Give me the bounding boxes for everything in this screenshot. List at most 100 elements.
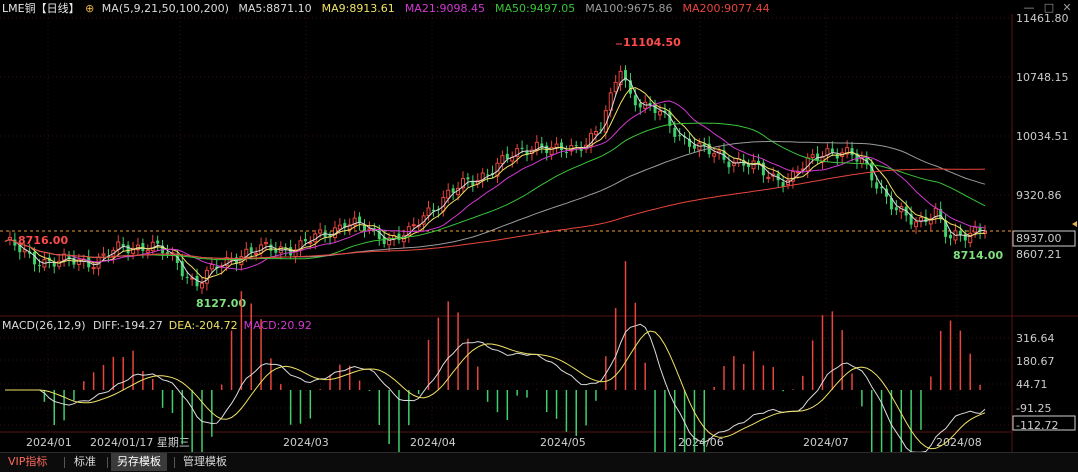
candle-up [76,259,81,265]
candle-up [914,221,919,228]
candle-down [633,95,637,106]
candle-down [431,209,435,212]
date-label: 2024/06 [678,436,724,449]
tab-vip-indicator[interactable]: VIP指标 [8,455,48,468]
candle-up [928,218,933,225]
close-icon[interactable]: ✕ [1062,1,1072,14]
candle-down [663,110,667,113]
candle-down [166,252,170,255]
ma-line-5 [4,168,986,260]
candle-down [121,244,125,247]
candle-down [67,256,71,260]
square-icon[interactable]: □ [1043,1,1055,14]
candle-down [382,237,386,245]
candle-down [574,145,578,147]
candle-down [28,251,32,254]
ma-line-2 [4,100,986,270]
candle-up [446,189,451,199]
candle-up [318,229,323,234]
ma-value-3: MA50:9497.05 [495,2,576,15]
candle-down [742,160,746,166]
tab-divider [107,457,108,468]
macd-value-2: MACD:20.92 [243,319,312,332]
candle-up [91,267,96,270]
plus-circle-icon[interactable]: ⊕ [85,2,95,15]
candle-down [372,228,376,230]
ma-value-4: MA100:9675.86 [585,2,673,15]
macd-params: MACD(26,12,9) [2,319,86,332]
tab-manage-template[interactable]: 管理模板 [183,455,227,468]
candle-down [747,163,751,168]
candle-down [362,225,366,232]
candle-down [269,244,273,251]
date-label: 2024/01 [26,436,72,449]
candle-down [579,147,583,151]
candle-down [909,213,913,225]
ma-value-2: MA21:9098.45 [404,2,486,15]
candle-up [549,147,554,156]
instrument-title: LME铜【日线】 [2,2,80,15]
candle-down [688,138,692,147]
candle-down [875,182,879,189]
candle-down [323,231,327,237]
candle-down [944,220,948,237]
candle-down [855,153,859,162]
candle-down [628,80,632,94]
candle-down [978,226,982,232]
macd-tick-label: 44.71 [1016,378,1048,391]
candle-down [156,240,160,244]
tab-standard[interactable]: 标准 [74,455,96,468]
candle-down [126,245,130,254]
candle-up [845,147,850,155]
candlestick-chart[interactable]: 11461.80 10748.15 10034.51 9320.86 8607.21 89… [0,0,1078,452]
ma-value-5: MA200:9077.44 [682,2,770,15]
candle-up [145,249,150,253]
candle-down [781,182,785,187]
price-tick-label: 10034.51 [1016,130,1069,143]
candle-up [460,177,465,189]
candle-down [624,69,628,81]
current-price-box [1012,230,1076,247]
candle-down [889,197,893,210]
candle-down [894,207,898,211]
ma-line-3 [4,122,986,261]
tab-divider [174,457,175,468]
candle-down [564,152,568,154]
candle-down [648,102,652,106]
candle-down [289,247,293,256]
candle-down [520,147,524,149]
candle-down [505,153,509,160]
low-price-label-2: 8714.00 [953,249,1003,262]
ma-value-0: MA5:8871.10 [238,2,312,15]
candle-up [426,207,431,217]
candle-up [254,252,259,255]
candle-down [274,249,278,253]
candle-up [731,161,736,166]
minus-icon[interactable]: — [1023,1,1035,14]
candle-down [358,216,362,224]
candle-up [22,249,27,253]
candle-up [367,228,372,231]
candle-down [303,238,307,242]
candle-down [540,143,544,148]
candle-up [352,217,357,226]
candle-down [284,248,288,250]
candle-up [515,148,520,157]
candle-down [525,150,529,156]
candle-down [678,135,682,137]
candle-up [308,241,313,244]
candle-down [328,235,332,238]
candle-down [397,233,401,241]
candle-down [870,162,874,181]
candle-down [33,251,37,265]
price-marker-icon [1072,221,1077,227]
candle-down [18,244,22,253]
candle-down [13,239,17,246]
candle-up [766,176,771,179]
candle-up [968,232,973,244]
tab-save-template[interactable]: 另存模板 [111,453,167,471]
candle-down [195,275,199,287]
candle-down [249,247,253,253]
candle-down [52,263,56,267]
